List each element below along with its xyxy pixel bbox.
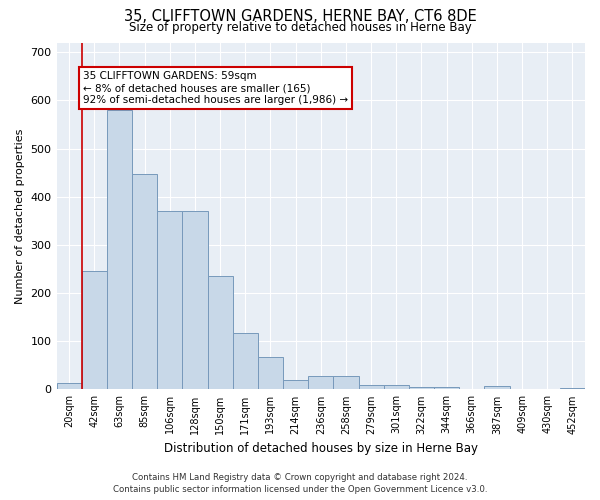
Bar — [56, 382, 82, 390]
Text: Size of property relative to detached houses in Herne Bay: Size of property relative to detached ho… — [128, 21, 472, 34]
Bar — [359, 384, 383, 390]
Bar — [182, 211, 208, 390]
Bar — [334, 376, 359, 390]
Text: Contains HM Land Registry data © Crown copyright and database right 2024.
Contai: Contains HM Land Registry data © Crown c… — [113, 472, 487, 494]
Bar — [484, 386, 509, 390]
Bar — [409, 386, 434, 390]
Text: 35 CLIFFTOWN GARDENS: 59sqm
← 8% of detached houses are smaller (165)
92% of sem: 35 CLIFFTOWN GARDENS: 59sqm ← 8% of deta… — [83, 72, 348, 104]
Bar — [434, 386, 459, 390]
Bar — [157, 211, 182, 390]
Bar — [208, 276, 233, 390]
Bar — [258, 356, 283, 390]
Bar — [383, 384, 409, 390]
X-axis label: Distribution of detached houses by size in Herne Bay: Distribution of detached houses by size … — [164, 442, 478, 455]
Bar — [560, 388, 585, 390]
Bar — [283, 380, 308, 390]
Bar — [132, 174, 157, 390]
Bar — [308, 376, 334, 390]
Y-axis label: Number of detached properties: Number of detached properties — [15, 128, 25, 304]
Bar — [233, 333, 258, 390]
Bar — [82, 272, 107, 390]
Text: 35, CLIFFTOWN GARDENS, HERNE BAY, CT6 8DE: 35, CLIFFTOWN GARDENS, HERNE BAY, CT6 8D… — [124, 9, 476, 24]
Bar — [107, 110, 132, 390]
